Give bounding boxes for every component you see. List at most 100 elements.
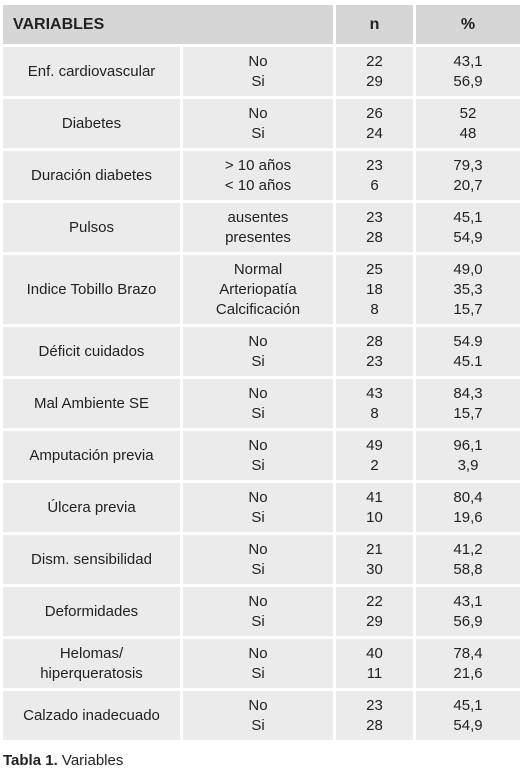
option-cell: No Si <box>183 431 333 480</box>
percent: 54,9 <box>453 716 483 734</box>
percent-cell: 96,1 3,9 <box>416 431 520 480</box>
count: 25 <box>366 260 383 278</box>
option-cell: ausentes presentes <box>183 203 333 252</box>
percent: 58,8 <box>453 560 483 578</box>
table-row: Pulsos ausentes presentes 23 28 45,1 54,9 <box>3 203 520 252</box>
option-cell: No Si <box>183 379 333 428</box>
caption: Tabla 1. Variables <box>3 752 123 769</box>
table-row: Calzado inadecuado No Si 23 28 45,1 54,9 <box>3 691 520 740</box>
percent-cell: 45,1 54,9 <box>416 203 520 252</box>
percent-cell: 43,1 56,9 <box>416 587 520 636</box>
option: Si <box>251 560 265 578</box>
variable-cell: Duración diabetes <box>3 151 180 200</box>
option: No <box>248 104 268 122</box>
table-row: Duración diabetes > 10 años < 10 años 23 6 79… <box>3 151 520 200</box>
option-cell: No Si <box>183 99 333 148</box>
count: 22 <box>366 52 383 70</box>
percent: 96,1 <box>453 436 483 454</box>
percent-cell: 80,4 19,6 <box>416 483 520 532</box>
percent: 21,6 <box>453 664 483 682</box>
count-cell: 23 6 <box>336 151 413 200</box>
count: 26 <box>366 104 383 122</box>
percent-cell: 78,4 21,6 <box>416 639 520 688</box>
percent: 15,7 <box>453 300 483 318</box>
option: > 10 años <box>224 156 292 174</box>
table-row: Amputación previa No Si 49 2 96,1 3,9 <box>3 431 520 480</box>
percent: 43,1 <box>453 592 483 610</box>
percent: 52 <box>459 104 477 122</box>
option-cell: No Si <box>183 587 333 636</box>
percent: 15,7 <box>453 404 483 422</box>
option: Si <box>251 716 265 734</box>
option-cell: No Si <box>183 47 333 96</box>
count: 29 <box>366 612 383 630</box>
option-cell: No Si <box>183 535 333 584</box>
option: No <box>248 52 268 70</box>
percent: 43,1 <box>453 52 483 70</box>
option: Si <box>251 456 265 474</box>
count: 23 <box>366 352 383 370</box>
option: ausentes <box>227 208 289 226</box>
percent: 3,9 <box>457 456 479 474</box>
count-cell: 43 8 <box>336 379 413 428</box>
count: 29 <box>366 72 383 90</box>
count: 28 <box>366 716 383 734</box>
header-cell: n <box>336 5 413 44</box>
percent: 45,1 <box>453 696 483 714</box>
variable-cell: Indice Tobillo Brazo <box>3 255 180 324</box>
option: presentes <box>225 228 291 246</box>
variable-cell: Deformidades <box>3 587 180 636</box>
count-cell: 23 28 <box>336 203 413 252</box>
percent-cell: 84,3 15,7 <box>416 379 520 428</box>
count: 23 <box>366 208 383 226</box>
option-cell: > 10 años < 10 años <box>183 151 333 200</box>
percent: 41,2 <box>453 540 483 558</box>
count-cell: 23 28 <box>336 691 413 740</box>
option: No <box>248 436 268 454</box>
count: 23 <box>366 696 383 714</box>
count: 18 <box>366 280 383 298</box>
option: Si <box>251 404 265 422</box>
percent: 54.9 <box>453 332 483 350</box>
count-cell: 25 18 8 <box>336 255 413 324</box>
table-row: Diabetes No Si 26 24 52 48 <box>3 99 520 148</box>
option: Arteriopatía <box>219 280 297 298</box>
percent: 56,9 <box>453 612 483 630</box>
count: 2 <box>370 456 379 474</box>
option: No <box>248 540 268 558</box>
option: No <box>248 644 268 662</box>
count-cell: 28 23 <box>336 327 413 376</box>
count: 8 <box>370 300 379 318</box>
option-cell: Normal Arteriopatía Calcificación <box>183 255 333 324</box>
option-cell: No Si <box>183 639 333 688</box>
caption-text: Variables <box>61 752 124 769</box>
option: No <box>248 696 268 714</box>
percent: 19,6 <box>453 508 483 526</box>
count-cell: 26 24 <box>336 99 413 148</box>
count: 24 <box>366 124 383 142</box>
variable-cell: Calzado inadecuado <box>3 691 180 740</box>
percent-cell: 43,1 56,9 <box>416 47 520 96</box>
count-cell: 21 30 <box>336 535 413 584</box>
option: Normal <box>233 260 283 278</box>
count-cell: 49 2 <box>336 431 413 480</box>
variable-cell: Déficit cuidados <box>3 327 180 376</box>
option: Si <box>251 664 265 682</box>
count: 28 <box>366 332 383 350</box>
table-row: Deformidades No Si 22 29 43,1 56,9 <box>3 587 520 636</box>
percent: 35,3 <box>453 280 483 298</box>
percent: 45.1 <box>453 352 483 370</box>
table-row: Déficit cuidados No Si 28 23 54.9 45.1 <box>3 327 520 376</box>
variable-cell: Amputación previa <box>3 431 180 480</box>
percent: 80,4 <box>453 488 483 506</box>
percent: 49,0 <box>453 260 483 278</box>
variable-cell: Úlcera previa <box>3 483 180 532</box>
variable-cell: Helomas/ hiperqueratosis <box>3 639 180 688</box>
count: 11 <box>366 664 383 682</box>
percent: 78,4 <box>453 644 483 662</box>
percent-cell: 49,0 35,3 15,7 <box>416 255 520 324</box>
percent-cell: 45,1 54,9 <box>416 691 520 740</box>
caption-label: Tabla 1. <box>3 752 58 769</box>
count-cell: 41 10 <box>336 483 413 532</box>
count: 22 <box>366 592 383 610</box>
